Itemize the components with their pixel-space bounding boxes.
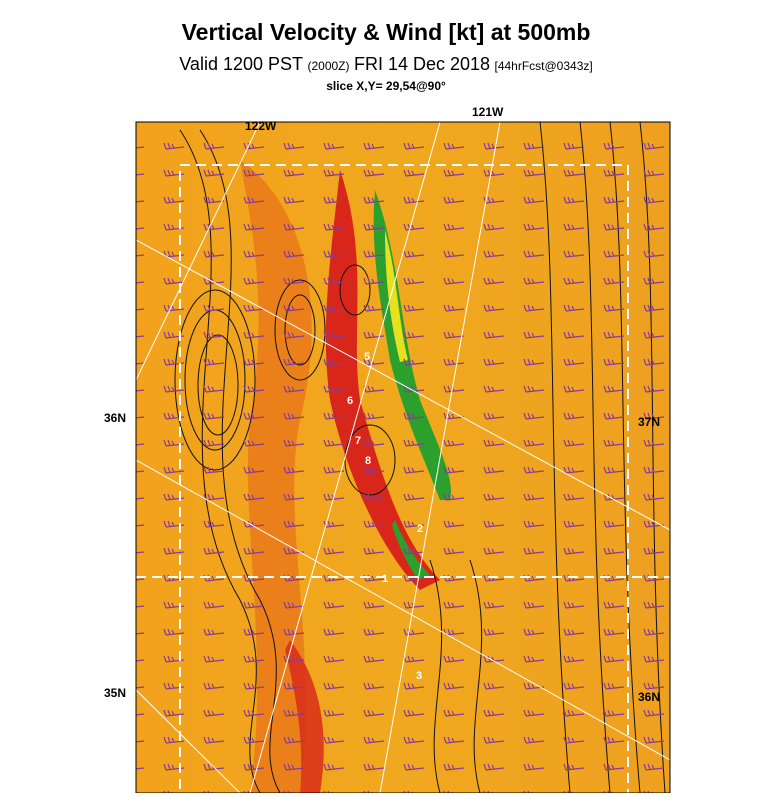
map [136, 122, 670, 793]
slice-point: 3 [416, 670, 422, 682]
geo-lines [136, 122, 670, 793]
title: Vertical Velocity & Wind [kt] at 500mb [182, 19, 591, 45]
slice-point: 6 [347, 395, 353, 407]
lat-label: 36N [638, 690, 660, 704]
slice-label: slice X,Y= 29,54@90° [326, 79, 446, 93]
slice-point: 2 [417, 523, 423, 535]
slice-point: 5 [364, 351, 370, 363]
lon-label: 122W [245, 119, 277, 133]
utc: (2000Z) [307, 59, 349, 73]
slice-point: 1 [382, 573, 388, 585]
lat-label: 36N [104, 411, 126, 425]
lat-label: 35N [104, 686, 126, 700]
slice-point: 8 [365, 455, 371, 467]
subtitle: Valid 1200 PST (2000Z) FRI 14 Dec 2018 [… [179, 54, 592, 74]
lon-label: 121W [472, 105, 504, 119]
slice-point: 7 [355, 435, 361, 447]
lat-label: 37N [638, 415, 660, 429]
dashed-box [136, 164, 670, 793]
date: FRI 14 Dec 2018 [354, 54, 490, 74]
forecast: [44hrFcst@0343z] [494, 59, 592, 73]
valid: Valid 1200 PST [179, 54, 303, 74]
wind-barbs [136, 122, 670, 793]
